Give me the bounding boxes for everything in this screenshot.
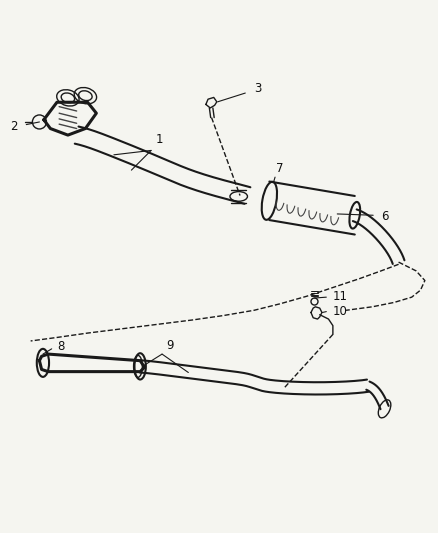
- Text: 10: 10: [333, 305, 348, 318]
- Text: 9: 9: [166, 339, 174, 352]
- Text: 6: 6: [381, 209, 389, 223]
- Text: 11: 11: [333, 290, 348, 303]
- Text: 2: 2: [10, 120, 18, 133]
- Text: 8: 8: [57, 340, 64, 353]
- Text: 7: 7: [276, 161, 283, 174]
- Text: 3: 3: [254, 82, 261, 95]
- Text: 1: 1: [155, 133, 163, 146]
